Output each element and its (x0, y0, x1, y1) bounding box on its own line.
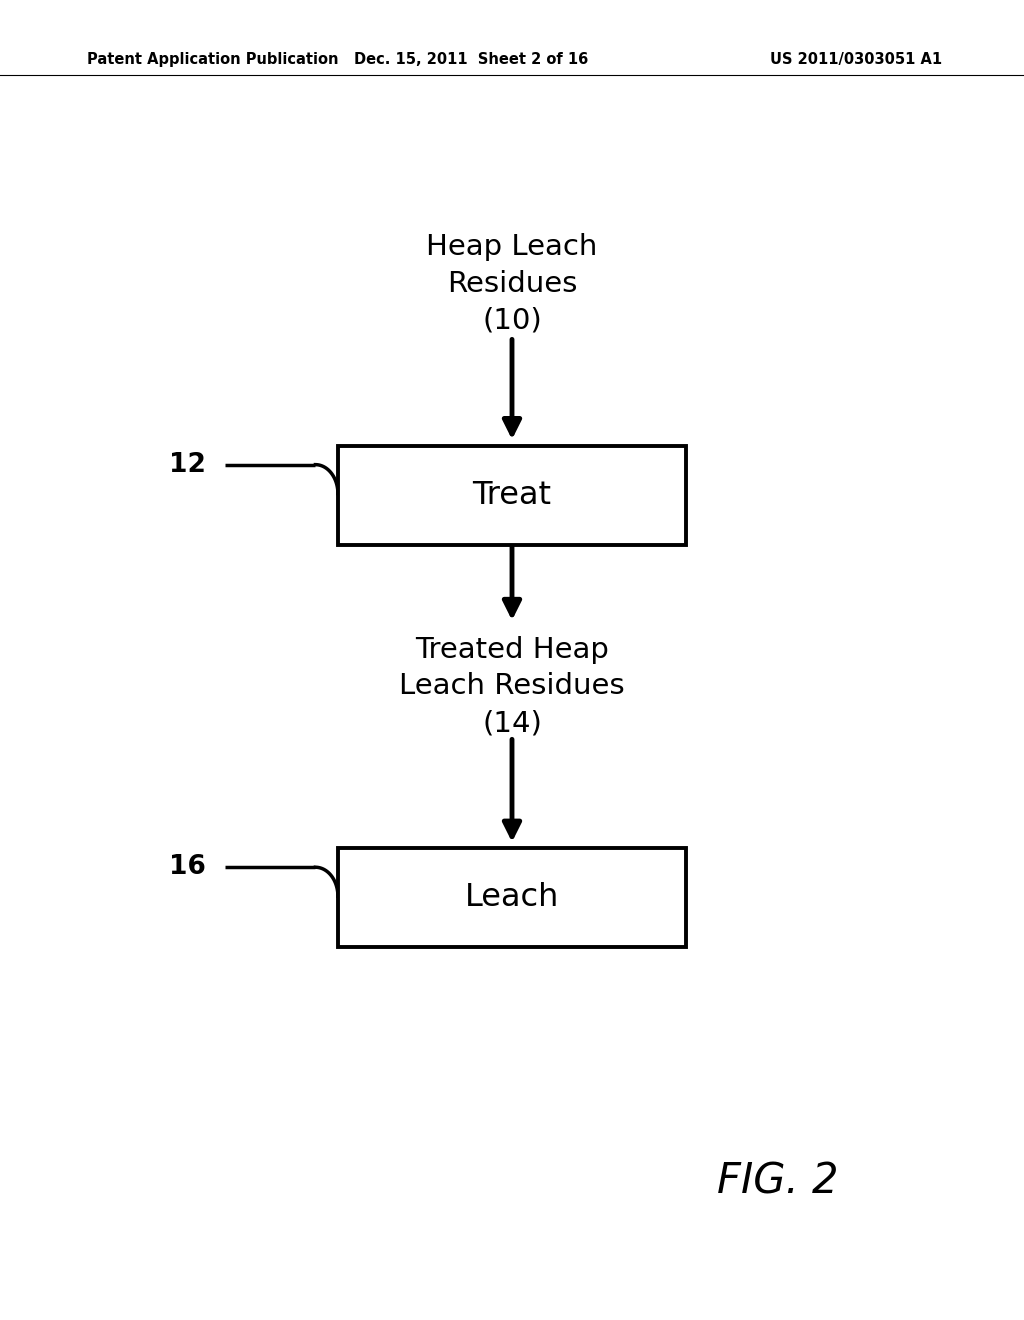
Text: Patent Application Publication: Patent Application Publication (87, 51, 339, 67)
Text: Leach: Leach (465, 882, 559, 913)
Text: 12: 12 (169, 451, 206, 478)
Text: US 2011/0303051 A1: US 2011/0303051 A1 (770, 51, 942, 67)
Text: FIG. 2: FIG. 2 (718, 1160, 839, 1203)
Text: Dec. 15, 2011  Sheet 2 of 16: Dec. 15, 2011 Sheet 2 of 16 (354, 51, 588, 67)
Text: Treat: Treat (472, 479, 552, 511)
Text: Treated Heap
Leach Residues
(14): Treated Heap Leach Residues (14) (399, 636, 625, 737)
Text: 16: 16 (169, 854, 206, 880)
Text: Heap Leach
Residues
(10): Heap Leach Residues (10) (426, 234, 598, 334)
FancyBboxPatch shape (338, 847, 686, 948)
FancyBboxPatch shape (338, 446, 686, 544)
